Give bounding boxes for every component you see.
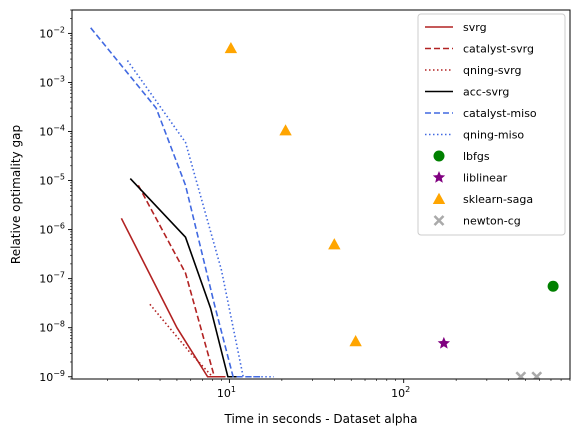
legend-label-catalyst-svrg: catalyst-svrg bbox=[463, 43, 534, 56]
y-tick-label-0: 10−9 bbox=[39, 369, 65, 384]
data-point-sklearn-saga-2 bbox=[328, 238, 341, 250]
data-point-newton-cg-1 bbox=[531, 371, 543, 379]
legend-label-lbfgs: lbfgs bbox=[463, 150, 490, 163]
legend-swatch-liblinear bbox=[432, 171, 446, 183]
legend-label-catalyst-miso: catalyst-miso bbox=[463, 107, 537, 120]
series-lbfgs bbox=[547, 280, 559, 292]
series-line-qning-svrg bbox=[149, 303, 214, 378]
y-tick-label-6: 10−3 bbox=[39, 74, 65, 89]
series-svrg bbox=[120, 217, 226, 378]
series-line-catalyst-svrg bbox=[137, 184, 222, 378]
series-catalyst-miso bbox=[90, 27, 261, 378]
legend-label-svrg: svrg bbox=[463, 21, 487, 34]
series-line-acc-svrg bbox=[129, 177, 237, 378]
legend-swatch-lbfgs bbox=[433, 150, 445, 162]
data-point-sklearn-saga-3 bbox=[349, 335, 362, 347]
legend-swatch-newton-cg bbox=[433, 215, 445, 226]
legend-item-catalyst-miso: catalyst-miso bbox=[425, 107, 537, 120]
x-tick-label-1: 102 bbox=[391, 385, 410, 400]
data-point-sklearn-saga-0 bbox=[224, 41, 238, 54]
legend-item-newton-cg: newton-cg bbox=[433, 215, 521, 228]
y-axis-label: Relative optimality gap bbox=[9, 125, 23, 264]
data-point-liblinear-0 bbox=[437, 336, 451, 349]
series-line-catalyst-miso bbox=[90, 27, 261, 378]
y-tick-label-5: 10−4 bbox=[39, 124, 65, 139]
legend-frame bbox=[417, 13, 566, 236]
legend-label-sklearn-saga: sklearn-saga bbox=[463, 193, 533, 206]
legend-item-liblinear: liblinear bbox=[432, 171, 508, 185]
series-qning-svrg bbox=[149, 303, 214, 378]
series-qning-miso bbox=[126, 60, 274, 378]
series-newton-cg bbox=[515, 371, 543, 379]
y-tick-label-3: 10−6 bbox=[39, 222, 65, 237]
y-tick-label-2: 10−7 bbox=[39, 271, 65, 286]
series-liblinear bbox=[437, 336, 451, 349]
legend-item-lbfgs: lbfgs bbox=[433, 150, 490, 163]
x-axis: 101 102 bbox=[107, 379, 571, 400]
series-acc-svrg bbox=[129, 177, 237, 378]
y-tick-label-7: 10−2 bbox=[39, 25, 65, 40]
plot-area bbox=[90, 27, 559, 379]
y-tick-label-4: 10−5 bbox=[39, 173, 65, 188]
plot-frame bbox=[71, 9, 571, 380]
legend-item-qning-miso: qning-miso bbox=[425, 129, 524, 142]
legend-item-catalyst-svrg: catalyst-svrg bbox=[425, 43, 534, 56]
data-point-sklearn-saga-1 bbox=[279, 124, 292, 136]
data-point-lbfgs-0 bbox=[547, 280, 559, 292]
x-axis-label: Time in seconds - Dataset alpha bbox=[223, 412, 417, 426]
y-tick-label-1: 10−8 bbox=[39, 320, 65, 335]
series-catalyst-svrg bbox=[137, 184, 222, 378]
data-point-newton-cg-0 bbox=[515, 371, 527, 379]
legend-label-liblinear: liblinear bbox=[463, 172, 508, 185]
legend-label-acc-svrg: acc-svrg bbox=[463, 86, 509, 99]
legend-swatch-sklearn-saga bbox=[432, 192, 446, 204]
legend-item-svrg: svrg bbox=[425, 21, 487, 34]
legend: svrg catalyst-svrg qning-svrg acc-svrg catal… bbox=[417, 13, 566, 236]
series-line-qning-miso bbox=[126, 60, 274, 378]
series-sklearn-saga bbox=[224, 41, 362, 347]
legend-item-qning-svrg: qning-svrg bbox=[425, 64, 522, 77]
series-line-svrg bbox=[120, 217, 226, 378]
legend-label-qning-miso: qning-miso bbox=[463, 129, 524, 142]
legend-label-qning-svrg: qning-svrg bbox=[463, 64, 522, 77]
legend-item-acc-svrg: acc-svrg bbox=[425, 86, 509, 99]
x-tick-label-0: 101 bbox=[217, 385, 236, 400]
y-axis: 10−9 10−8 10−7 10−6 10−5 10−4 10−3 10−2 bbox=[39, 9, 72, 384]
legend-label-newton-cg: newton-cg bbox=[463, 215, 521, 228]
legend-item-sklearn-saga: sklearn-saga bbox=[432, 192, 533, 206]
